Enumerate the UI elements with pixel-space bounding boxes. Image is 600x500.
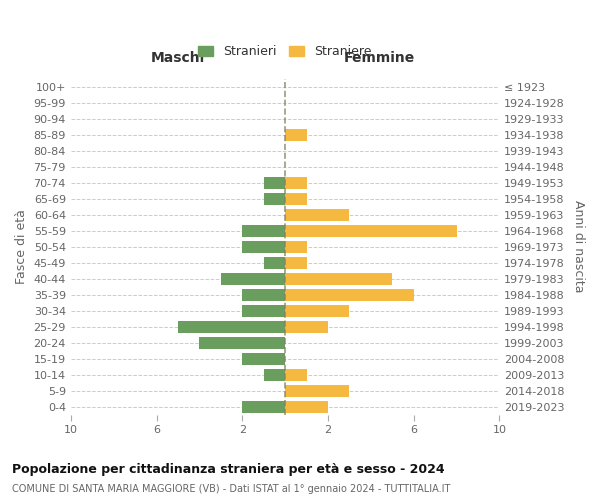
Bar — [263, 256, 285, 268]
Bar — [285, 320, 328, 332]
Bar — [242, 304, 285, 316]
Y-axis label: Anni di nascita: Anni di nascita — [572, 200, 585, 293]
Bar — [285, 240, 307, 252]
Bar — [242, 240, 285, 252]
Bar — [285, 192, 307, 204]
Text: Popolazione per cittadinanza straniera per età e sesso - 2024: Popolazione per cittadinanza straniera p… — [12, 462, 445, 475]
Bar — [285, 224, 457, 236]
Bar — [285, 384, 349, 396]
Bar — [221, 272, 285, 284]
Bar — [285, 176, 307, 188]
Bar — [242, 288, 285, 300]
Bar — [263, 176, 285, 188]
Y-axis label: Fasce di età: Fasce di età — [15, 210, 28, 284]
Bar — [263, 368, 285, 380]
Bar — [263, 192, 285, 204]
Bar — [285, 400, 328, 412]
Bar — [285, 288, 414, 300]
Bar — [285, 368, 307, 380]
Bar — [285, 256, 307, 268]
Text: Maschi: Maschi — [151, 52, 205, 66]
Bar — [242, 400, 285, 412]
Bar — [178, 320, 285, 332]
Bar — [242, 224, 285, 236]
Bar — [285, 208, 349, 220]
Text: Femmine: Femmine — [344, 52, 415, 66]
Bar — [285, 272, 392, 284]
Text: COMUNE DI SANTA MARIA MAGGIORE (VB) - Dati ISTAT al 1° gennaio 2024 - TUTTITALIA: COMUNE DI SANTA MARIA MAGGIORE (VB) - Da… — [12, 484, 451, 494]
Bar — [199, 336, 285, 348]
Bar — [285, 304, 349, 316]
Bar — [285, 129, 307, 141]
Bar — [242, 352, 285, 364]
Legend: Stranieri, Straniere: Stranieri, Straniere — [194, 42, 376, 62]
